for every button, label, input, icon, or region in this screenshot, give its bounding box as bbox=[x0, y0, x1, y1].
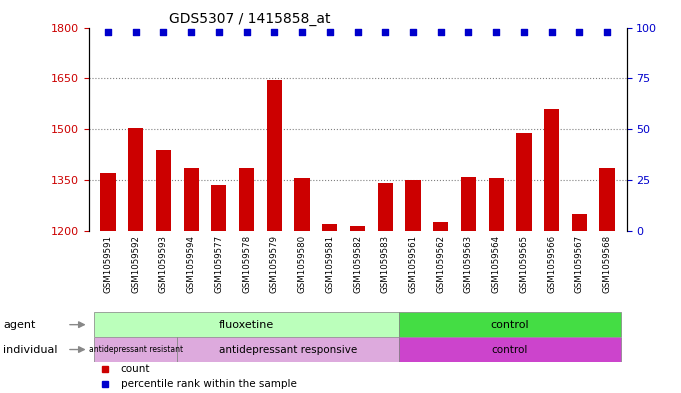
Point bbox=[158, 28, 169, 35]
Bar bbox=[461, 176, 476, 231]
Text: agent: agent bbox=[3, 320, 36, 330]
Text: GSM1059578: GSM1059578 bbox=[242, 235, 251, 293]
Bar bbox=[294, 178, 310, 231]
Bar bbox=[177, 337, 399, 362]
Bar bbox=[267, 80, 282, 231]
Bar bbox=[405, 180, 421, 231]
Bar bbox=[156, 149, 171, 231]
Text: GSM1059593: GSM1059593 bbox=[159, 235, 168, 293]
Text: GSM1059562: GSM1059562 bbox=[437, 235, 445, 293]
Text: GSM1059568: GSM1059568 bbox=[603, 235, 612, 293]
Point bbox=[601, 28, 612, 35]
Text: control: control bbox=[492, 345, 528, 354]
Bar bbox=[399, 337, 621, 362]
Point bbox=[297, 28, 308, 35]
Text: GSM1059566: GSM1059566 bbox=[547, 235, 556, 293]
Text: GSM1059577: GSM1059577 bbox=[215, 235, 223, 293]
Bar bbox=[211, 185, 227, 231]
Bar bbox=[94, 312, 399, 337]
Bar bbox=[516, 132, 532, 231]
Bar bbox=[378, 184, 393, 231]
Point bbox=[213, 28, 224, 35]
Text: fluoxetine: fluoxetine bbox=[219, 320, 274, 330]
Point bbox=[518, 28, 529, 35]
Text: GSM1059581: GSM1059581 bbox=[326, 235, 334, 293]
Text: GSM1059564: GSM1059564 bbox=[492, 235, 501, 293]
Text: GSM1059580: GSM1059580 bbox=[298, 235, 306, 293]
Text: GSM1059561: GSM1059561 bbox=[409, 235, 417, 293]
Point bbox=[241, 28, 252, 35]
Text: GSM1059565: GSM1059565 bbox=[520, 235, 528, 293]
Text: GSM1059579: GSM1059579 bbox=[270, 235, 279, 293]
Bar bbox=[183, 168, 199, 231]
Bar bbox=[100, 173, 116, 231]
Bar bbox=[488, 178, 504, 231]
Point bbox=[269, 28, 280, 35]
Point bbox=[435, 28, 446, 35]
Point bbox=[352, 28, 363, 35]
Bar bbox=[544, 109, 559, 231]
Point bbox=[380, 28, 391, 35]
Text: individual: individual bbox=[3, 345, 58, 354]
Point bbox=[103, 28, 114, 35]
Bar bbox=[399, 312, 621, 337]
Point bbox=[463, 28, 474, 35]
Bar bbox=[128, 127, 143, 231]
Point bbox=[546, 28, 557, 35]
Text: GSM1059594: GSM1059594 bbox=[187, 235, 195, 293]
Bar bbox=[433, 222, 448, 231]
Point bbox=[491, 28, 502, 35]
Bar bbox=[350, 226, 365, 231]
Text: GSM1059592: GSM1059592 bbox=[131, 235, 140, 293]
Text: antidepressant responsive: antidepressant responsive bbox=[219, 345, 358, 354]
Text: GSM1059583: GSM1059583 bbox=[381, 235, 390, 293]
Bar bbox=[94, 337, 177, 362]
Text: GDS5307 / 1415858_at: GDS5307 / 1415858_at bbox=[169, 13, 331, 26]
Bar bbox=[572, 214, 587, 231]
Point bbox=[130, 28, 141, 35]
Point bbox=[186, 28, 197, 35]
Point bbox=[407, 28, 418, 35]
Text: control: control bbox=[491, 320, 529, 330]
Text: percentile rank within the sample: percentile rank within the sample bbox=[121, 378, 297, 389]
Point bbox=[324, 28, 335, 35]
Bar bbox=[599, 168, 615, 231]
Bar bbox=[239, 168, 254, 231]
Text: GSM1059567: GSM1059567 bbox=[575, 235, 584, 293]
Bar bbox=[322, 224, 337, 231]
Text: GSM1059563: GSM1059563 bbox=[464, 235, 473, 293]
Text: GSM1059582: GSM1059582 bbox=[353, 235, 362, 293]
Text: count: count bbox=[121, 364, 151, 374]
Text: antidepressant resistant: antidepressant resistant bbox=[89, 345, 183, 354]
Point bbox=[574, 28, 585, 35]
Text: GSM1059591: GSM1059591 bbox=[104, 235, 112, 293]
